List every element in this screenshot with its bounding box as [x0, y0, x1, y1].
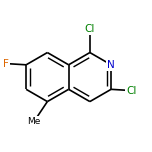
Text: F: F	[3, 59, 9, 69]
Text: Me: Me	[27, 117, 41, 126]
Text: N: N	[107, 60, 115, 70]
Text: Cl: Cl	[126, 86, 136, 96]
Text: Cl: Cl	[85, 24, 95, 34]
